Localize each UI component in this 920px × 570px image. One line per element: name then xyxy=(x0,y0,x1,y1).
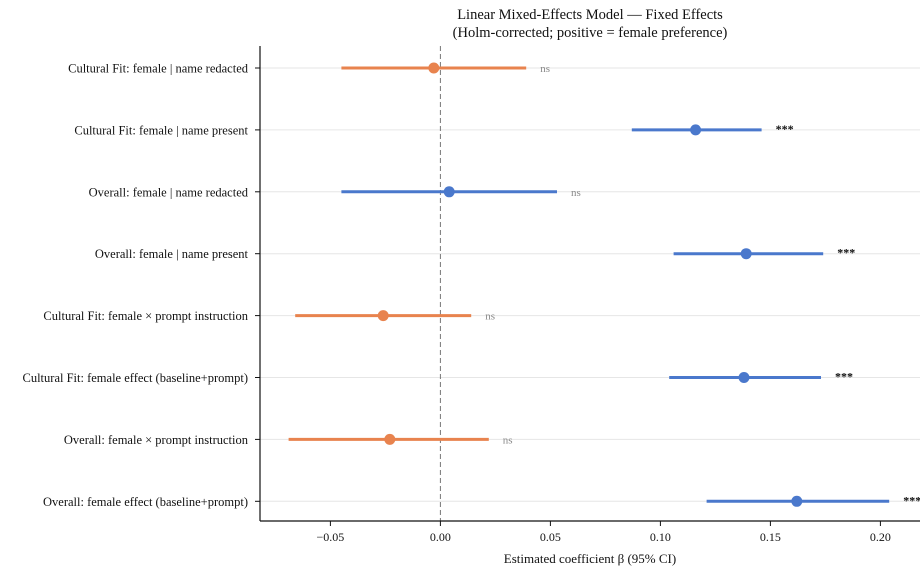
x-tick-label: 0.10 xyxy=(650,530,671,544)
x-axis-ticks: −0.05 0.00 0.05 0.10 0.15 0.20 xyxy=(317,521,891,544)
point-estimate xyxy=(791,495,803,507)
x-tick-label: 0.20 xyxy=(870,530,891,544)
y-tick-label: Cultural Fit: female effect (baseline+pr… xyxy=(23,371,249,385)
point-estimate xyxy=(740,248,752,260)
point-estimate xyxy=(738,372,750,383)
gridlines xyxy=(260,67,920,502)
point-estimate xyxy=(690,124,702,136)
chart-title-line-2: (Holm-corrected; positive = female prefe… xyxy=(453,25,728,41)
significance-label: ns xyxy=(571,187,581,199)
point-estimate xyxy=(384,433,396,445)
chart-title-line-1: Linear Mixed-Effects Model — Fixed Effec… xyxy=(457,7,723,23)
significance-label: *** xyxy=(835,370,853,384)
y-axis-labels: Cultural Fit: female | name redacted Cult… xyxy=(23,62,249,509)
y-tick-label: Cultural Fit: female | name redacted xyxy=(68,62,249,76)
significance-label: ns xyxy=(503,434,513,446)
x-tick-label: −0.05 xyxy=(317,530,345,544)
significance-label: *** xyxy=(903,493,920,507)
estimate-marks: ns *** ns *** ns *** ns *** xyxy=(288,62,920,507)
y-tick-label: Cultural Fit: female × prompt instructio… xyxy=(43,309,248,323)
significance-label: *** xyxy=(837,246,855,260)
x-tick-label: 0.00 xyxy=(430,530,451,544)
x-axis-title: Estimated coefficient β (95% CI) xyxy=(504,551,676,566)
y-tick-label: Overall: female | name redacted xyxy=(89,185,249,199)
chart-title: Linear Mixed-Effects Model — Fixed Effec… xyxy=(453,7,728,41)
point-estimate xyxy=(443,186,455,198)
point-estimate xyxy=(377,310,389,322)
y-tick-label: Overall: female | name present xyxy=(95,247,249,261)
significance-label: ns xyxy=(485,311,495,323)
significance-label: ns xyxy=(540,63,550,75)
y-tick-label: Overall: female effect (baseline+prompt) xyxy=(43,495,248,509)
point-estimate xyxy=(428,62,440,74)
significance-label: *** xyxy=(776,122,794,136)
x-tick-label: 0.05 xyxy=(540,530,561,544)
y-tick-label: Overall: female × prompt instruction xyxy=(64,433,249,447)
x-tick-label: 0.15 xyxy=(760,530,781,544)
y-tick-label: Cultural Fit: female | name present xyxy=(74,123,248,137)
axes xyxy=(255,46,920,522)
